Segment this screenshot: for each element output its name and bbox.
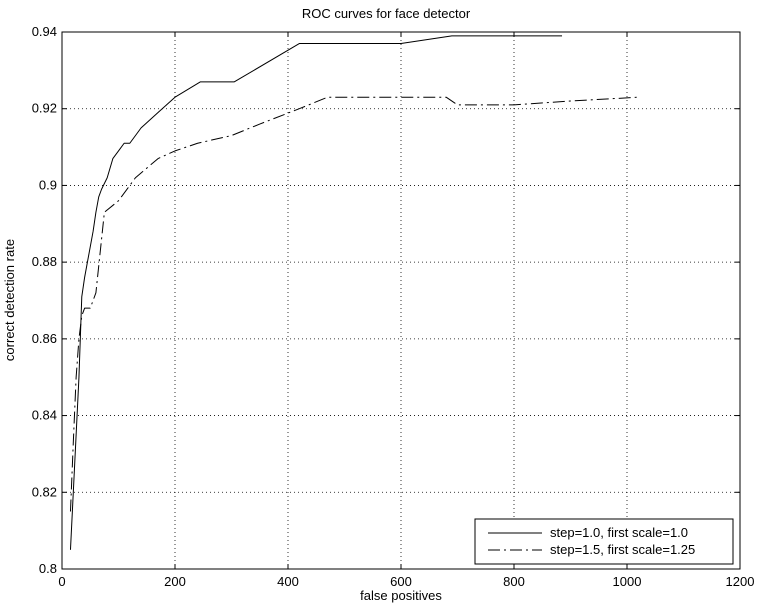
y-tick-label: 0.8 [39, 561, 57, 576]
plot-area-background [14, 32, 758, 574]
tick-layer: 0 200 400 600 800 1000 1200 0.8 0.82 0.84 0.86 0.88… [32, 24, 755, 589]
series-line-step-1-0 [69, 35, 563, 550]
y-tick-label: 0.9 [39, 177, 57, 192]
series-line-step-1-5 [69, 96, 639, 512]
x-tick-label: 0 [58, 574, 65, 589]
x-tick-label: 1200 [726, 574, 755, 589]
chart-title: ROC curves for face detector [302, 6, 471, 21]
grid-layer [62, 32, 740, 569]
y-tick-label: 0.94 [32, 24, 57, 39]
y-tick-label: 0.84 [32, 408, 57, 423]
y-tick-label: 0.82 [32, 484, 57, 499]
x-tick-label: 200 [164, 574, 186, 589]
y-axis-label: correct detection rate [2, 239, 17, 361]
x-tick-label: 600 [390, 574, 412, 589]
x-tick-label: 800 [503, 574, 525, 589]
legend-box [474, 518, 734, 565]
y-tick-label: 0.92 [32, 101, 57, 116]
x-axis-label: false positives [360, 588, 442, 603]
y-tick-label: 0.88 [32, 254, 57, 269]
series-layer [69, 35, 639, 550]
y-tick-label: 0.86 [32, 331, 57, 346]
legend-label-series-1: step=1.0, first scale=1.0 [550, 525, 688, 540]
legend-label-series-2: step=1.5, first scale=1.25 [550, 542, 695, 557]
legend: step=1.0, first scale=1.0 step=1.5, firs… [474, 518, 734, 565]
x-tick-label: 1000 [613, 574, 642, 589]
x-tick-label: 400 [277, 574, 299, 589]
